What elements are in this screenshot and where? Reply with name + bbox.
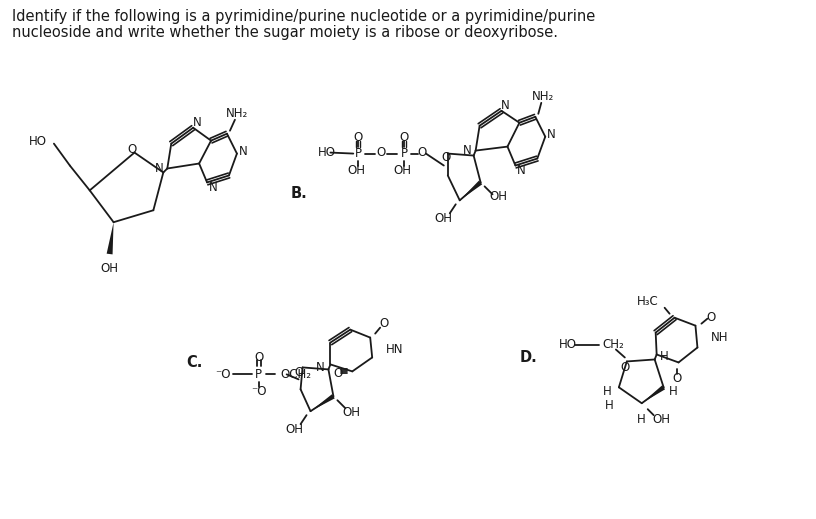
Text: N: N — [155, 162, 164, 175]
Text: H: H — [602, 385, 611, 398]
Text: HO: HO — [559, 338, 577, 351]
Text: O: O — [417, 146, 427, 159]
Text: H: H — [605, 399, 614, 412]
Text: O: O — [707, 311, 716, 324]
Text: nucleoside and write whether the sugar moiety is a ribose or deoxyribose.: nucleoside and write whether the sugar m… — [12, 25, 558, 40]
Text: O: O — [353, 131, 363, 144]
Text: O: O — [128, 143, 137, 156]
Text: N: N — [193, 116, 202, 129]
Text: O: O — [254, 351, 264, 364]
Text: O: O — [379, 317, 388, 330]
Text: N: N — [463, 144, 472, 157]
Polygon shape — [641, 385, 665, 403]
Text: P: P — [255, 368, 262, 381]
Polygon shape — [459, 181, 482, 200]
Text: N: N — [238, 145, 247, 158]
Text: H: H — [660, 350, 669, 363]
Text: O: O — [294, 366, 304, 379]
Polygon shape — [311, 394, 335, 411]
Text: HN: HN — [386, 343, 404, 356]
Text: P: P — [401, 147, 407, 160]
Text: OH: OH — [490, 190, 508, 203]
Text: O: O — [441, 151, 450, 164]
Text: HO: HO — [29, 135, 47, 148]
Text: C.: C. — [186, 355, 202, 370]
Text: ⁻O: ⁻O — [215, 368, 231, 381]
Text: Identify if the following is a pyrimidine/purine nucleotide or a pyrimidine/puri: Identify if the following is a pyrimidin… — [12, 9, 596, 24]
Text: D.: D. — [520, 350, 537, 365]
Text: OH: OH — [100, 263, 118, 276]
Text: O: O — [376, 146, 386, 159]
Text: OCH₂: OCH₂ — [281, 368, 312, 381]
Text: N: N — [517, 164, 526, 177]
Text: N: N — [547, 128, 556, 141]
Text: H: H — [637, 413, 646, 426]
Text: OH: OH — [653, 413, 671, 426]
Text: CH₂: CH₂ — [602, 338, 623, 351]
Text: H: H — [669, 385, 678, 398]
Text: OH: OH — [348, 164, 366, 177]
Text: HO: HO — [317, 146, 335, 159]
Text: O: O — [620, 361, 629, 374]
Text: O: O — [672, 372, 681, 385]
Text: P: P — [355, 147, 361, 160]
Text: ⁻O: ⁻O — [251, 385, 267, 398]
Text: OH: OH — [393, 164, 411, 177]
Text: H₃C: H₃C — [637, 295, 659, 308]
Text: N: N — [501, 99, 510, 112]
Text: N: N — [209, 181, 217, 194]
Text: O: O — [399, 131, 409, 144]
Polygon shape — [107, 222, 113, 254]
Text: O: O — [334, 367, 343, 380]
Text: NH: NH — [712, 331, 729, 344]
Text: B.: B. — [290, 186, 308, 201]
Text: OH: OH — [286, 422, 304, 435]
Text: OH: OH — [435, 212, 453, 225]
Text: OH: OH — [342, 406, 361, 419]
Text: N: N — [316, 361, 325, 374]
Text: NH₂: NH₂ — [226, 107, 248, 120]
Text: NH₂: NH₂ — [532, 90, 554, 103]
